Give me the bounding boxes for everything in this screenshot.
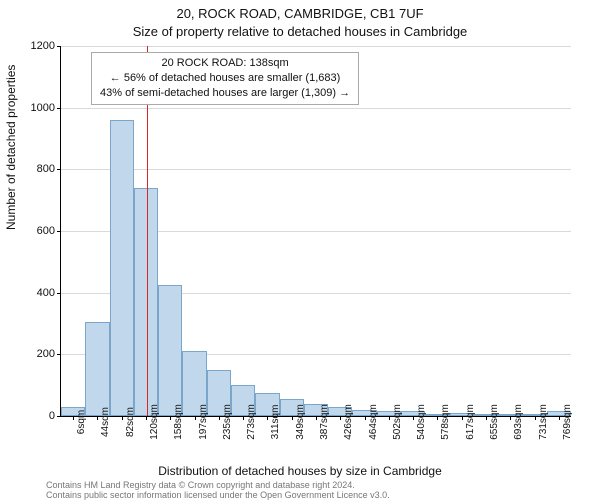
y-tick-label: 800 [15, 163, 55, 175]
y-tick-label: 600 [15, 225, 55, 237]
x-axis-label: Distribution of detached houses by size … [0, 464, 600, 478]
histogram-bar [134, 188, 158, 416]
y-tick-label: 1200 [15, 40, 55, 52]
x-tick-label: 693sqm [513, 404, 524, 440]
x-tick [219, 416, 220, 420]
y-tick [57, 416, 61, 417]
x-tick-label: 731sqm [538, 404, 549, 440]
x-tick [146, 416, 147, 420]
histogram-bar [85, 322, 109, 416]
x-tick-label: 540sqm [416, 404, 427, 440]
y-tick [57, 169, 61, 170]
x-tick-label: 273sqm [246, 404, 257, 440]
x-tick-label: 197sqm [198, 404, 209, 440]
x-tick [195, 416, 196, 420]
footer-copyright-2: Contains public sector information licen… [46, 490, 390, 500]
x-tick-label: 502sqm [392, 404, 403, 440]
x-tick-label: 235sqm [222, 404, 233, 440]
annotation-line: 43% of semi-detached houses are larger (… [100, 86, 350, 101]
x-tick [292, 416, 293, 420]
y-tick [57, 108, 61, 109]
x-tick [267, 416, 268, 420]
x-tick [413, 416, 414, 420]
histogram-bar [158, 285, 182, 416]
x-tick [365, 416, 366, 420]
x-tick [340, 416, 341, 420]
y-tick-label: 400 [15, 287, 55, 299]
x-tick-label: 464sqm [368, 404, 379, 440]
x-tick-label: 655sqm [489, 404, 500, 440]
x-tick-label: 158sqm [173, 404, 184, 440]
x-tick [97, 416, 98, 420]
x-tick [510, 416, 511, 420]
x-tick-label: 349sqm [295, 404, 306, 440]
y-tick [57, 46, 61, 47]
y-tick-label: 0 [15, 410, 55, 422]
x-tick-label: 426sqm [343, 404, 354, 440]
annotation-line: 20 ROCK ROAD: 138sqm [100, 56, 350, 71]
x-tick [389, 416, 390, 420]
plot-area: 0200400600800100012006sqm44sqm82sqm120sq… [60, 46, 571, 417]
y-tick-label: 1000 [15, 102, 55, 114]
x-tick-label: 6sqm [76, 410, 87, 434]
annotation-line: ← 56% of detached houses are smaller (1,… [100, 71, 350, 86]
chart-container: { "title": "20, ROCK ROAD, CAMBRIDGE, CB… [0, 0, 600, 500]
x-tick [535, 416, 536, 420]
x-tick [73, 416, 74, 420]
y-tick [57, 354, 61, 355]
y-tick [57, 231, 61, 232]
x-tick-label: 311sqm [270, 405, 281, 440]
x-tick [122, 416, 123, 420]
footer-copyright-1: Contains HM Land Registry data © Crown c… [46, 480, 355, 490]
x-tick-label: 44sqm [100, 407, 111, 437]
x-tick-label: 387sqm [319, 404, 330, 440]
y-axis-label: Number of detached properties [4, 65, 18, 230]
x-tick [316, 416, 317, 420]
histogram-bar [110, 120, 134, 416]
x-tick [170, 416, 171, 420]
chart-title: 20, ROCK ROAD, CAMBRIDGE, CB1 7UF [0, 6, 600, 21]
x-tick-label: 617sqm [465, 404, 476, 440]
x-tick [462, 416, 463, 420]
x-tick-label: 578sqm [440, 404, 451, 440]
y-tick-label: 200 [15, 348, 55, 360]
chart-subtitle: Size of property relative to detached ho… [0, 24, 600, 39]
x-tick [486, 416, 487, 420]
x-tick-label: 769sqm [562, 404, 573, 440]
x-tick [437, 416, 438, 420]
x-tick-label: 120sqm [149, 404, 160, 440]
x-tick-label: 82sqm [125, 407, 136, 437]
gridline [61, 46, 571, 47]
y-tick [57, 293, 61, 294]
x-tick [559, 416, 560, 420]
gridline [61, 169, 571, 170]
annotation-box: 20 ROCK ROAD: 138sqm← 56% of detached ho… [91, 52, 359, 105]
x-tick [243, 416, 244, 420]
gridline [61, 108, 571, 109]
